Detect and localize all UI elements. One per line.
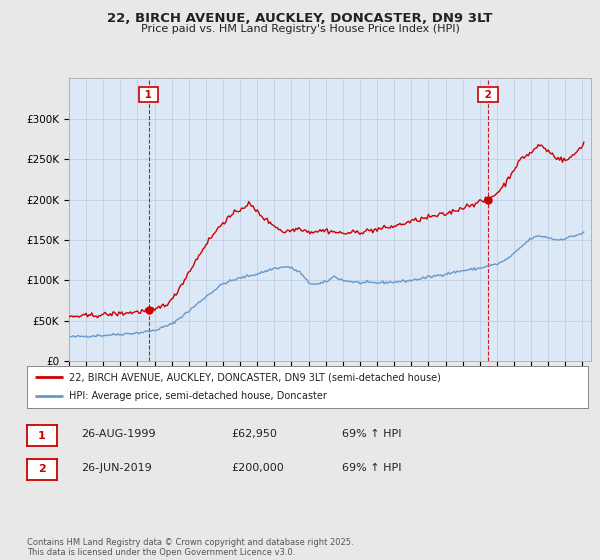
Text: 26-JUN-2019: 26-JUN-2019 xyxy=(81,463,152,473)
Text: Contains HM Land Registry data © Crown copyright and database right 2025.
This d: Contains HM Land Registry data © Crown c… xyxy=(27,538,353,557)
Text: Price paid vs. HM Land Registry's House Price Index (HPI): Price paid vs. HM Land Registry's House … xyxy=(140,24,460,34)
Text: 69% ↑ HPI: 69% ↑ HPI xyxy=(342,463,401,473)
Text: 69% ↑ HPI: 69% ↑ HPI xyxy=(342,429,401,439)
Text: £200,000: £200,000 xyxy=(231,463,284,473)
Text: HPI: Average price, semi-detached house, Doncaster: HPI: Average price, semi-detached house,… xyxy=(69,391,327,401)
Text: 1: 1 xyxy=(38,431,46,441)
Text: 26-AUG-1999: 26-AUG-1999 xyxy=(81,429,155,439)
Text: 1: 1 xyxy=(142,90,156,100)
Text: 2: 2 xyxy=(38,464,46,474)
Text: 22, BIRCH AVENUE, AUCKLEY, DONCASTER, DN9 3LT (semi-detached house): 22, BIRCH AVENUE, AUCKLEY, DONCASTER, DN… xyxy=(69,372,441,382)
Text: 2: 2 xyxy=(481,90,495,100)
Text: £62,950: £62,950 xyxy=(231,429,277,439)
Text: 22, BIRCH AVENUE, AUCKLEY, DONCASTER, DN9 3LT: 22, BIRCH AVENUE, AUCKLEY, DONCASTER, DN… xyxy=(107,12,493,25)
